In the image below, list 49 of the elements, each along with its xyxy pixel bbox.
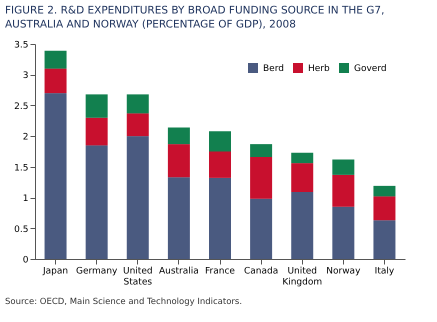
x-tick-label: Canada [244, 266, 278, 276]
bar [332, 206, 354, 259]
y-tick-label: 0.5 [14, 224, 28, 235]
source-note: Source: OECD, Main Science and Technology Indicators. [5, 297, 242, 307]
legend-label: Herb [308, 64, 330, 74]
bar [126, 94, 149, 114]
bar [291, 163, 314, 192]
bar [209, 178, 231, 259]
bar [250, 144, 272, 158]
bar [86, 118, 108, 146]
y-tick-label: 1 [22, 194, 28, 204]
x-tick-label: Norway [326, 266, 362, 276]
legend-label: Goverd [354, 64, 387, 74]
chart-title: FIGURE 2. R&D EXPENDITURES BY BROAD FUNDING SOURCE IN THE G7, AUSTRALIA AND NORWAY (PERCENTAGE OF GDP), 2008 [5, 4, 384, 30]
bar [168, 144, 190, 178]
bar [373, 186, 396, 196]
bar [332, 159, 354, 175]
bar [291, 152, 314, 164]
bar [44, 68, 67, 94]
x-tick-label: Germany [76, 266, 118, 276]
x-tick-label: United States [122, 266, 153, 288]
bar [209, 152, 231, 178]
bar [250, 198, 272, 259]
x-tick-label: Italy [374, 266, 395, 276]
bar [209, 131, 231, 152]
bar [44, 50, 67, 69]
bar [86, 94, 108, 118]
y-tick-label: 2.5 [14, 102, 28, 112]
x-tick-label: France [205, 266, 236, 276]
bar [373, 196, 396, 220]
legend-label: Berd [263, 64, 284, 74]
y-tick-label: 3 [22, 71, 28, 82]
bar [168, 128, 190, 144]
x-tick-label: Japan [42, 266, 68, 276]
bar [44, 93, 67, 259]
y-tick-label: 1.5 [14, 163, 28, 174]
bar [126, 113, 149, 136]
y-tick-label: 0 [22, 256, 29, 266]
bar [332, 174, 354, 207]
y-tick-label: 3.5 [14, 40, 28, 50]
y-tick-label: 2 [22, 132, 28, 143]
bar [86, 145, 108, 259]
bar [250, 157, 272, 199]
bar [168, 177, 190, 259]
bar [126, 136, 149, 259]
x-tick-label: United Kingdom [282, 266, 322, 288]
x-tick-label: Australia [158, 266, 199, 276]
bar [291, 192, 314, 259]
bar [373, 220, 396, 259]
